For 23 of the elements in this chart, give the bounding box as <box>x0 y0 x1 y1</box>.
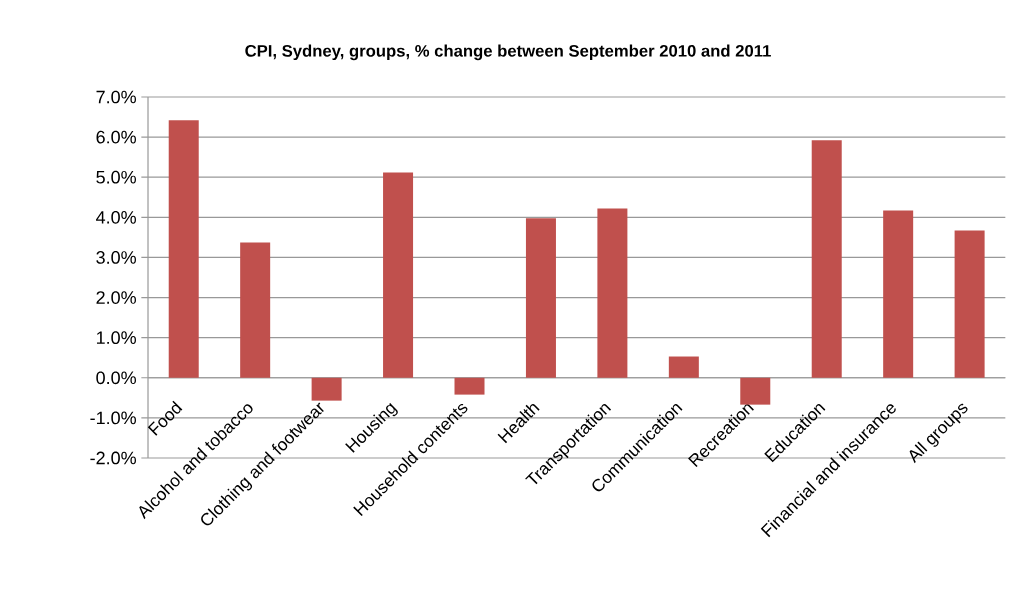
bar <box>811 140 842 378</box>
y-tick-label: -2.0% <box>90 451 136 465</box>
y-tick-label: 6.0% <box>96 130 136 144</box>
bar <box>668 356 699 378</box>
bar <box>240 242 271 378</box>
y-tick-label: 5.0% <box>96 170 136 184</box>
bar <box>883 210 914 378</box>
y-tick-label: 2.0% <box>96 291 136 304</box>
y-tick-label: 7.0% <box>96 90 136 104</box>
bar <box>168 120 199 378</box>
y-tick-label: 0.0% <box>96 371 136 385</box>
bar <box>454 377 485 395</box>
bar <box>311 377 342 401</box>
bar <box>597 208 628 378</box>
y-tick-label: 1.0% <box>96 331 136 345</box>
bar <box>954 230 985 378</box>
bar <box>383 172 414 378</box>
y-tick-label: 3.0% <box>96 251 136 264</box>
y-tick-label: 4.0% <box>96 210 136 224</box>
bar <box>740 377 771 405</box>
y-tick-label: -1.0% <box>90 411 136 425</box>
chart-title: CPI, Sydney, groups, % change between September 2010 and 2011 <box>245 44 771 61</box>
bar <box>525 218 556 378</box>
